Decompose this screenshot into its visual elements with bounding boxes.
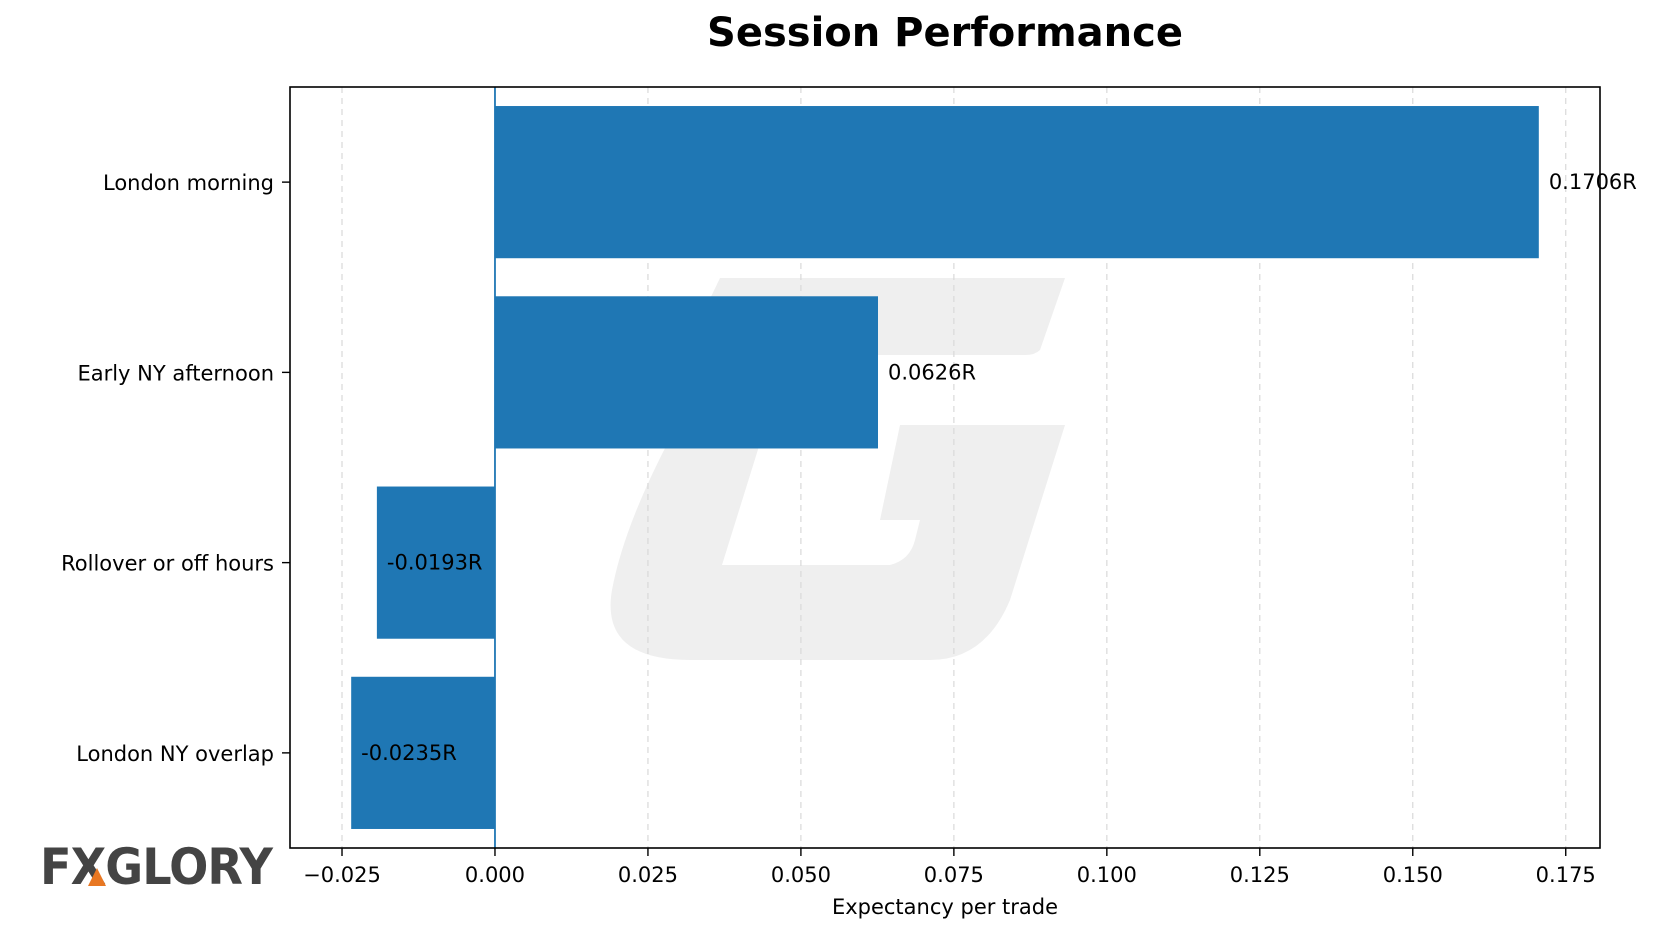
- x-tick-label: −0.025: [303, 863, 381, 887]
- x-tick-label: 0.175: [1536, 863, 1596, 887]
- data-label: 0.1706R: [1549, 170, 1637, 194]
- x-tick-label: 0.125: [1230, 863, 1290, 887]
- x-tick-label: 0.050: [771, 863, 831, 887]
- x-tick-label: 0.150: [1383, 863, 1443, 887]
- bar: [494, 296, 879, 449]
- category-label: London NY overlap: [76, 742, 274, 766]
- x-tick-label: 0.000: [465, 863, 525, 887]
- data-label: -0.0193R: [387, 551, 483, 575]
- x-tick-label: 0.100: [1077, 863, 1137, 887]
- bar: [351, 676, 495, 829]
- logo-accent-icon: [88, 868, 106, 886]
- y-axis-ticks: London morning Early NY afternoon Rollover…: [61, 171, 290, 766]
- logo: FXGLORY: [40, 838, 275, 896]
- data-labels: 0.1706R 0.0626R -0.0193R -0.0235R: [361, 170, 1637, 765]
- chart-title: Session Performance: [707, 10, 1183, 56]
- x-tick-label: 0.075: [924, 863, 984, 887]
- category-label: Early NY afternoon: [77, 361, 274, 385]
- x-axis-label: Expectancy per trade: [832, 895, 1058, 919]
- bars: [351, 106, 1539, 829]
- bar: [494, 106, 1539, 259]
- category-label: Rollover or off hours: [61, 552, 274, 576]
- bar: [376, 486, 495, 639]
- category-label: London morning: [103, 171, 274, 195]
- x-tick-label: 0.025: [618, 863, 678, 887]
- plot-frame: [289, 86, 1601, 849]
- data-label: -0.0235R: [361, 741, 457, 765]
- logo-text: FXGLORY: [40, 838, 274, 896]
- x-axis-ticks: −0.025 0.000 0.025 0.050 0.075 0.100 0.125 0.15…: [303, 848, 1596, 887]
- data-label: 0.0626R: [888, 360, 976, 384]
